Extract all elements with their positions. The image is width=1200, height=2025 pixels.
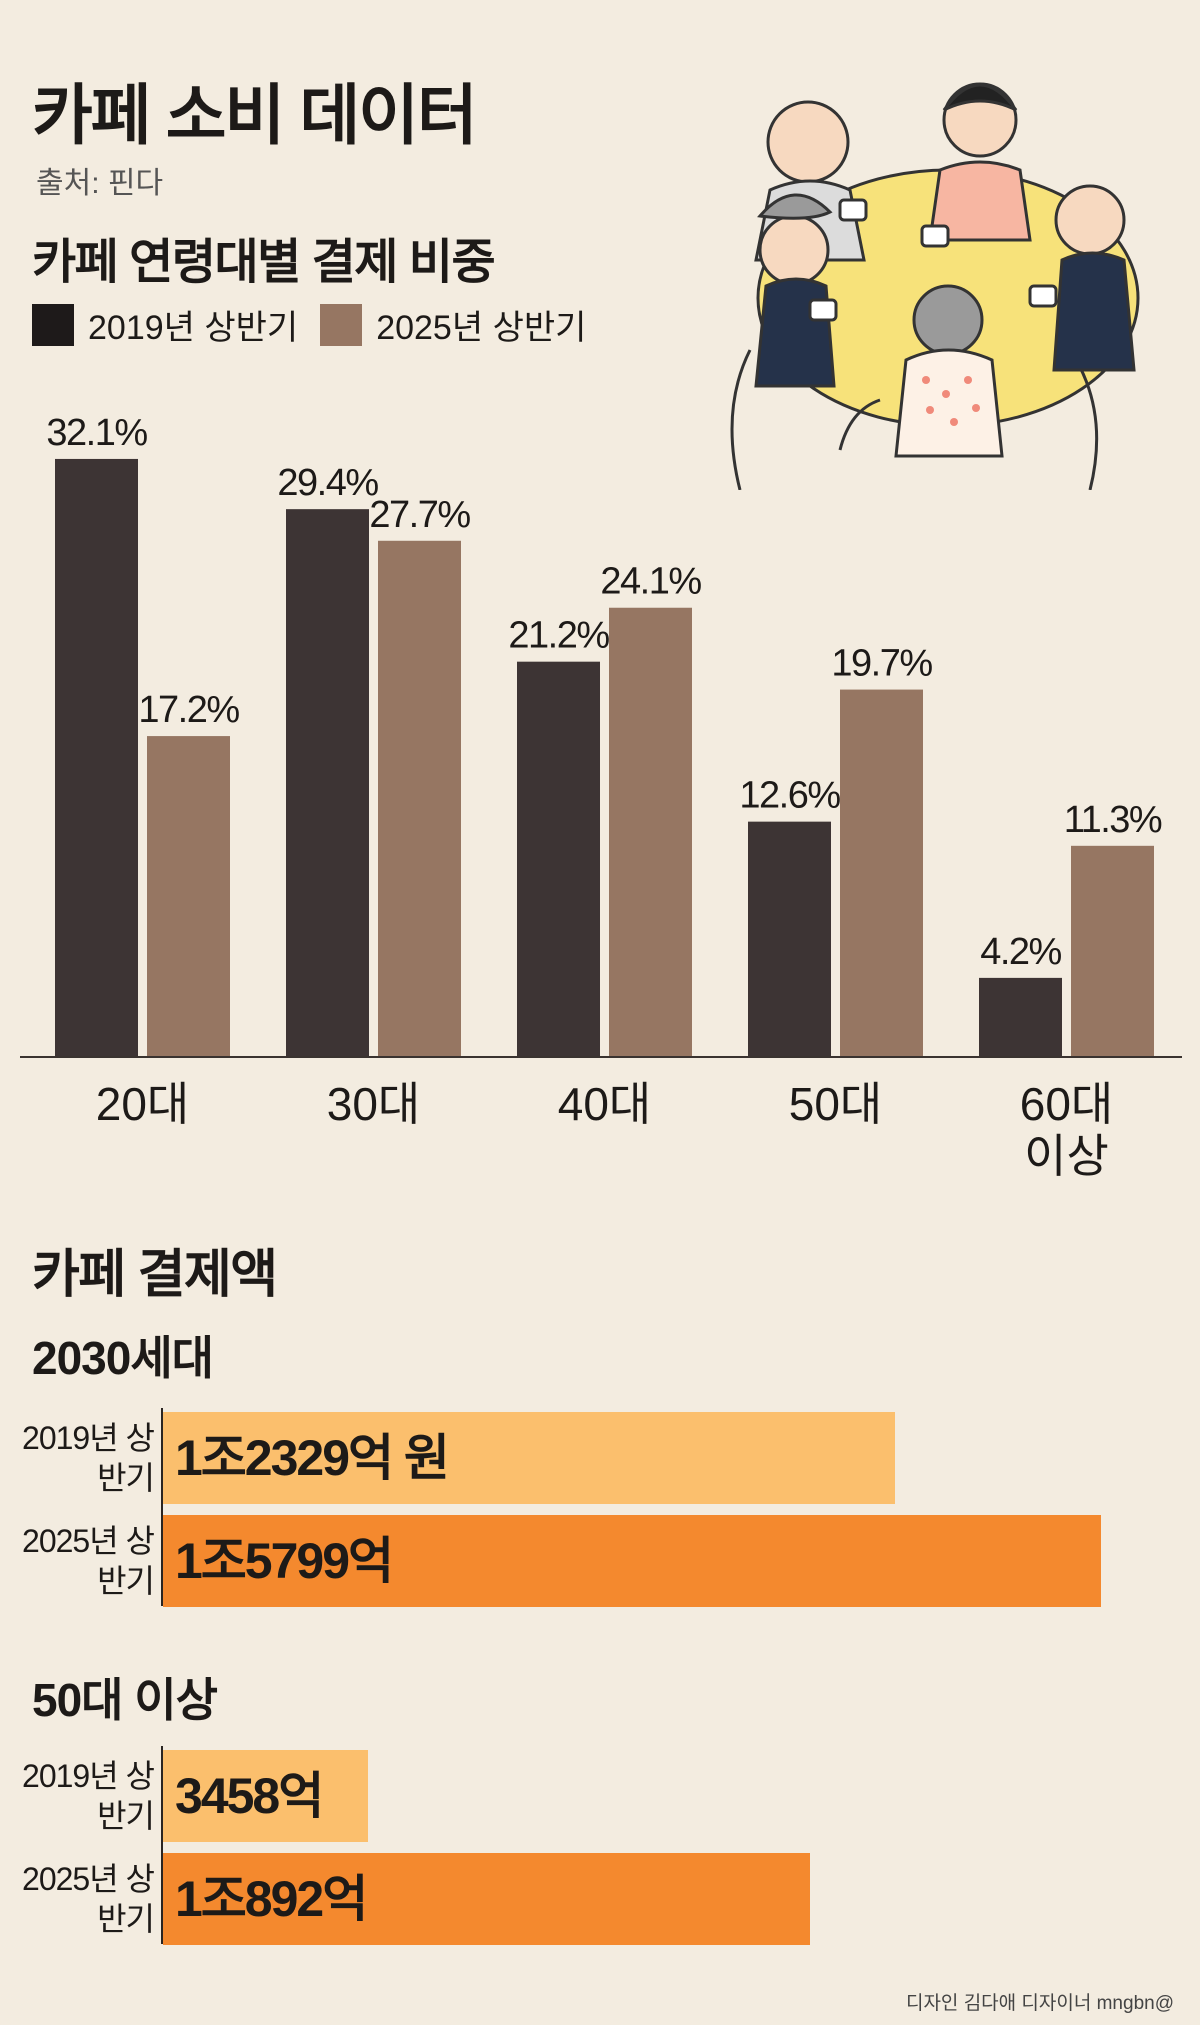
bar-2019 <box>979 977 1062 1056</box>
cafe-people-illustration <box>730 82 1140 490</box>
hbar-2030-2019 <box>163 1412 896 1504</box>
legend-swatch-2025 <box>320 303 363 346</box>
category-label: 40대 <box>558 1078 652 1130</box>
hbar-value-label: 3458억 <box>175 1768 324 1824</box>
bar-2019 <box>517 661 600 1056</box>
bar-value-label: 32.1% <box>46 412 147 454</box>
bar-value-label: 17.2% <box>138 689 239 731</box>
bar-value-label: 21.2% <box>508 615 609 657</box>
bar-value-label: 29.4% <box>277 462 378 504</box>
hbar-row-2030-2019: 2019년 상반기 1조2329억 원 <box>0 1412 1200 1504</box>
hbar-2030-2025 <box>163 1515 1102 1607</box>
legend-swatch-2019 <box>32 303 74 346</box>
bar-value-label: 12.6% <box>739 775 840 817</box>
category-label: 60대 <box>1020 1078 1114 1130</box>
bar-value-label: 4.2% <box>980 931 1061 973</box>
bar-2025 <box>840 689 923 1056</box>
spend-section-title: 카페 결제액 <box>32 1246 278 1304</box>
hbar-value-label: 1조5799억 <box>175 1533 394 1589</box>
hbar-period-label: 2019년 상반기 <box>22 1420 155 1496</box>
bar-2019 <box>748 821 831 1056</box>
bar-2019 <box>55 458 138 1056</box>
legend-label-2019: 2019년 상반기 <box>88 309 299 347</box>
category-label: 20대 <box>96 1078 190 1130</box>
design-credit: 디자인 김다애 디자이너 mngbn@ <box>905 1993 1174 2014</box>
group-title-2030: 2030세대 <box>32 1332 214 1384</box>
bar-2025 <box>609 607 692 1056</box>
bar-value-label: 11.3% <box>1064 799 1162 841</box>
source-note: 출처: 핀다 <box>36 167 164 200</box>
bar-chart-title: 카페 연령대별 결제 비중 <box>32 236 496 289</box>
hbar-value-label: 1조892억 <box>175 1871 368 1927</box>
bar-2025 <box>1071 845 1154 1056</box>
bar-value-label: 19.7% <box>831 643 932 685</box>
legend-label-2025: 2025년 상반기 <box>376 309 587 347</box>
infographic-title: 카페 소비 데이터 <box>32 78 478 152</box>
bar-2019 <box>286 509 369 1056</box>
legend-item-2019: 2019년 상반기 <box>32 300 298 349</box>
bar-2025 <box>147 736 230 1056</box>
category-label: 이상 <box>1024 1130 1109 1182</box>
category-label: 30대 <box>327 1078 421 1130</box>
chart-legend: 2019년 상반기 2025년 상반기 <box>32 300 586 349</box>
bar-value-label: 24.1% <box>600 561 701 603</box>
legend-item-2025: 2025년 상반기 <box>320 300 586 349</box>
hbar-value-label: 1조2329억 원 <box>175 1430 450 1486</box>
hbar-axis <box>161 1408 163 1606</box>
hbar-50plus-2025 <box>163 1853 810 1945</box>
hbar-row-2030-2025: 2025년 상반기 1조5799억 <box>0 1515 1200 1607</box>
hbar-50plus-2019 <box>163 1750 369 1842</box>
hbar-period-label: 2025년 상반기 <box>22 1523 155 1599</box>
bar-value-label: 27.7% <box>369 494 470 536</box>
hbar-period-label: 2019년 상반기 <box>22 1758 155 1834</box>
hbar-axis <box>161 1746 163 1944</box>
hbar-period-label: 2025년 상반기 <box>22 1861 155 1937</box>
hbar-row-50plus-2025: 2025년 상반기 1조892억 <box>0 1853 1200 1945</box>
bar-2025 <box>378 540 461 1056</box>
age-share-bar-chart: 32.1% 17.2% 20대 29.4%27.7% 30대 21.2% 24.1% 40대 1… <box>20 412 1182 1182</box>
group-title-50plus: 50대 이상 <box>32 1674 218 1726</box>
hbar-row-50plus-2019: 2019년 상반기 3458억 <box>0 1750 1200 1842</box>
category-label: 50대 <box>789 1078 883 1130</box>
